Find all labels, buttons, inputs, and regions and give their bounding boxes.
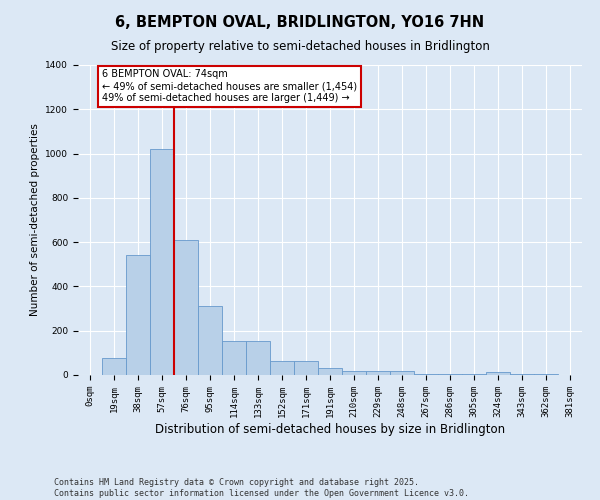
Bar	[510, 374, 534, 375]
Bar	[534, 374, 558, 375]
Bar	[126, 256, 150, 375]
Bar	[294, 360, 318, 375]
Y-axis label: Number of semi-detached properties: Number of semi-detached properties	[30, 124, 40, 316]
Bar	[222, 340, 246, 375]
Bar	[174, 240, 198, 375]
Bar	[342, 370, 366, 375]
Bar	[246, 340, 270, 375]
Bar	[438, 374, 462, 375]
Bar	[102, 358, 126, 375]
Text: Size of property relative to semi-detached houses in Bridlington: Size of property relative to semi-detach…	[110, 40, 490, 53]
Bar	[198, 306, 222, 375]
Bar	[486, 372, 510, 375]
Text: 6 BEMPTON OVAL: 74sqm
← 49% of semi-detached houses are smaller (1,454)
49% of s: 6 BEMPTON OVAL: 74sqm ← 49% of semi-deta…	[102, 70, 357, 102]
Bar	[414, 374, 438, 375]
Bar	[150, 149, 174, 375]
Bar	[390, 371, 414, 375]
Text: 6, BEMPTON OVAL, BRIDLINGTON, YO16 7HN: 6, BEMPTON OVAL, BRIDLINGTON, YO16 7HN	[115, 15, 485, 30]
Bar	[462, 374, 486, 375]
Text: Contains HM Land Registry data © Crown copyright and database right 2025.
Contai: Contains HM Land Registry data © Crown c…	[54, 478, 469, 498]
Bar	[366, 371, 390, 375]
Bar	[270, 360, 294, 375]
Bar	[318, 368, 342, 375]
X-axis label: Distribution of semi-detached houses by size in Bridlington: Distribution of semi-detached houses by …	[155, 422, 505, 436]
